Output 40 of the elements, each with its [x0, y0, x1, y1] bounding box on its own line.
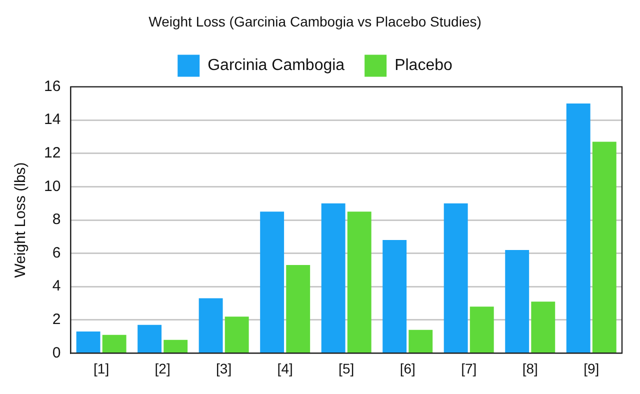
y-tick-label: 6 [52, 244, 61, 262]
legend-label: Placebo [394, 57, 452, 74]
bar [102, 334, 126, 352]
bar [198, 298, 223, 352]
bar [224, 316, 249, 352]
x-tick-label: [7] [461, 360, 477, 376]
bar [138, 324, 162, 352]
x-tick-label: [2] [154, 360, 170, 376]
bar [592, 142, 616, 352]
bar [76, 332, 100, 352]
chart-title: Weight Loss (Garcinia Cambogia vs Placebo Studies) [148, 13, 482, 30]
y-tick-label: 0 [52, 344, 61, 362]
bar [164, 340, 188, 352]
bar [347, 212, 372, 352]
y-tick-label: 10 [44, 178, 61, 195]
bar [408, 330, 433, 352]
bar [382, 240, 407, 352]
y-axis-title: Weight Loss (lbs) [12, 162, 30, 278]
bar [321, 203, 346, 352]
y-tick-label: 2 [52, 311, 61, 328]
x-tick-label: [3] [216, 360, 232, 376]
bar [286, 264, 310, 352]
bar [260, 212, 284, 352]
x-tick-label: [6] [400, 360, 416, 376]
bar [444, 203, 468, 352]
y-tick-label: 12 [44, 144, 61, 162]
x-tick-label: [8] [522, 360, 538, 376]
y-tick-label: 16 [44, 78, 61, 95]
x-tick-label: [5] [338, 360, 354, 376]
x-tick-label: [1] [94, 360, 110, 376]
bar [566, 103, 590, 352]
x-tick-label: [4] [277, 360, 293, 376]
bar [531, 302, 556, 352]
bar [470, 306, 494, 352]
y-tick-label: 8 [52, 211, 61, 228]
legend-label: Garcinia Cambogia [208, 57, 345, 74]
y-tick-label: 4 [52, 278, 61, 295]
y-tick-label: 14 [44, 111, 61, 128]
x-tick-label: [9] [584, 360, 600, 376]
bar [505, 250, 530, 352]
